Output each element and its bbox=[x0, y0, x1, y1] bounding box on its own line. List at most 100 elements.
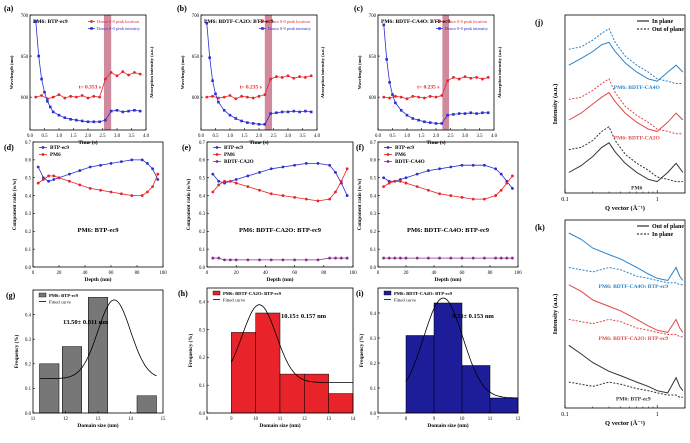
legend-label-b-1: Donor 0-0 peak intensity bbox=[268, 26, 312, 31]
point-b-1-12 bbox=[263, 122, 267, 126]
legend-label-g-1: Fitted curve bbox=[49, 300, 71, 305]
legend-marker-e-1 bbox=[215, 153, 219, 156]
bar-h-0 bbox=[231, 332, 256, 414]
point-c-1-17 bbox=[469, 111, 473, 115]
point-b-0-0 bbox=[205, 95, 209, 99]
bar-g-4 bbox=[136, 395, 157, 414]
x-tick-label-h-4: 12 bbox=[302, 417, 307, 422]
point-d-1-12 bbox=[140, 194, 144, 197]
x-tick-label-f-4: 80 bbox=[488, 271, 493, 276]
point-f-2-9 bbox=[460, 256, 464, 260]
x-tick-label-d-5: 100 bbox=[159, 271, 167, 276]
legend-label-k-0: Out of plane bbox=[652, 224, 684, 230]
point-f-1-2 bbox=[393, 179, 397, 183]
x-tick-label-k-0: 0.1 bbox=[561, 412, 569, 418]
legend-label-a-1: Donor 0-0 peak intensity bbox=[97, 26, 141, 31]
y-axis-title-h: Frequency (%) bbox=[187, 333, 194, 367]
point-e-0-7 bbox=[269, 167, 273, 171]
x-tick-label-e-5: 100 bbox=[349, 271, 357, 276]
legend-label-e-0: BTP-ec9 bbox=[224, 145, 243, 151]
series-line-b-1 bbox=[206, 23, 312, 125]
point-a-0-4 bbox=[57, 93, 61, 97]
x-tick-label-d-0: 0 bbox=[32, 271, 35, 276]
panel-title-e: PM6: BDTF-CA2O: BTP-ec9 bbox=[239, 227, 322, 234]
point-f-0-7 bbox=[438, 167, 441, 171]
point-b-1-20 bbox=[309, 110, 313, 114]
y-tick-label-d-5: 0.5 bbox=[25, 177, 32, 182]
y-axis-title-g: Frequency (%) bbox=[13, 334, 20, 368]
point-f-1-3 bbox=[399, 179, 402, 183]
panel-j: 0.1 1 Q vector (Å⁻¹) Intensity (a.u.) In pla… bbox=[552, 14, 686, 212]
point-f-0-4 bbox=[404, 176, 408, 180]
point-e-0-9 bbox=[293, 163, 296, 167]
x-tick-label-d-4: 80 bbox=[135, 271, 140, 276]
point-d-1-15 bbox=[156, 172, 160, 176]
point-c-1-7 bbox=[411, 117, 415, 120]
point-b-1-1 bbox=[208, 56, 211, 60]
point-b-0-2 bbox=[217, 96, 220, 100]
series-line-k-4 bbox=[568, 344, 684, 394]
point-f-2-10 bbox=[471, 256, 475, 260]
point-a-1-9 bbox=[69, 118, 72, 121]
series-line-j-4 bbox=[568, 142, 684, 183]
point-e-2-11 bbox=[316, 258, 320, 262]
point-c-0-15 bbox=[469, 76, 473, 80]
y-tick-label-d-6: 0.6 bbox=[25, 159, 32, 164]
x-tick-label-e-2: 40 bbox=[263, 271, 268, 276]
x-tick-label-a-6: 3.0 bbox=[114, 134, 121, 139]
point-c-1-12 bbox=[440, 122, 444, 125]
y-tick-label-g-4: 0.4 bbox=[25, 313, 32, 318]
legend-swatch-h-0 bbox=[212, 290, 221, 296]
point-e-1-3 bbox=[228, 179, 232, 183]
x-tick-label-b-5: 2.5 bbox=[271, 134, 278, 139]
panel-e: 0 20 40 60 80 100 0.0 0.1 0.2 0.3 0.4 0.5 0.6 0.7 Dept… bbox=[185, 141, 357, 283]
point-b-0-17 bbox=[304, 76, 307, 79]
panel-label-h: (h) bbox=[178, 289, 188, 298]
x-tick-label-d-2: 40 bbox=[83, 271, 88, 276]
panel-title-d: PM6: BTP-ec9 bbox=[78, 227, 120, 234]
point-a-0-13 bbox=[109, 71, 113, 74]
point-b-0-4 bbox=[228, 94, 232, 97]
y2-axis-title-b: Absorption intensity (a.u.) bbox=[320, 46, 325, 98]
point-c-1-3 bbox=[391, 93, 394, 96]
axes-frame-k bbox=[564, 219, 686, 409]
x-axis-title-g: Domain size (nm) bbox=[77, 422, 118, 429]
y-axis-title-b: Wavelength (nm) bbox=[180, 55, 185, 89]
y-axis-title-e: Component ratio (w/w) bbox=[185, 178, 192, 230]
point-f-2-12 bbox=[494, 256, 497, 260]
point-b-1-6 bbox=[228, 113, 232, 117]
y-tick-label-e-0: 0.0 bbox=[199, 266, 206, 271]
y-tick-label-i-2: 0.2 bbox=[370, 362, 377, 367]
point-e-0-8 bbox=[281, 165, 285, 169]
point-f-0-0 bbox=[382, 176, 385, 180]
point-c-0-18 bbox=[486, 76, 490, 79]
point-b-0-9 bbox=[257, 94, 261, 98]
annotation-g: 13.50± 0.011 nm bbox=[63, 319, 108, 326]
point-d-0-6 bbox=[78, 169, 82, 172]
point-e-2-4 bbox=[234, 258, 238, 262]
bar-h-2 bbox=[279, 373, 305, 414]
point-c-1-10 bbox=[428, 121, 432, 124]
series-line-e-0 bbox=[212, 162, 348, 196]
y-tick-label-i-0: 0.0 bbox=[370, 412, 377, 417]
panel-title-f: PM6: BDTF-CA4O: BTP-ec9 bbox=[407, 227, 490, 234]
series-line-k-5 bbox=[568, 381, 683, 398]
point-b-1-3 bbox=[214, 92, 217, 96]
point-e-2-2 bbox=[223, 258, 226, 262]
point-e-1-8 bbox=[281, 194, 285, 197]
point-e-1-0 bbox=[211, 190, 215, 194]
x-tick-label-h-2: 10 bbox=[253, 417, 258, 422]
bar-g-1 bbox=[62, 346, 82, 414]
legend-label-h-1: Fitted curve bbox=[223, 298, 245, 303]
point-f-2-6 bbox=[427, 256, 430, 260]
x-tick-label-a-5: 2.5 bbox=[100, 134, 107, 139]
point-e-2-1 bbox=[217, 256, 221, 260]
point-a-1-17 bbox=[115, 108, 119, 112]
point-a-1-0 bbox=[34, 20, 38, 23]
point-f-2-14 bbox=[505, 256, 509, 260]
point-a-0-3 bbox=[51, 95, 55, 99]
point-e-0-5 bbox=[246, 174, 250, 178]
bar-g-2 bbox=[88, 297, 108, 414]
legend-label-k-1: In plane bbox=[652, 232, 674, 238]
